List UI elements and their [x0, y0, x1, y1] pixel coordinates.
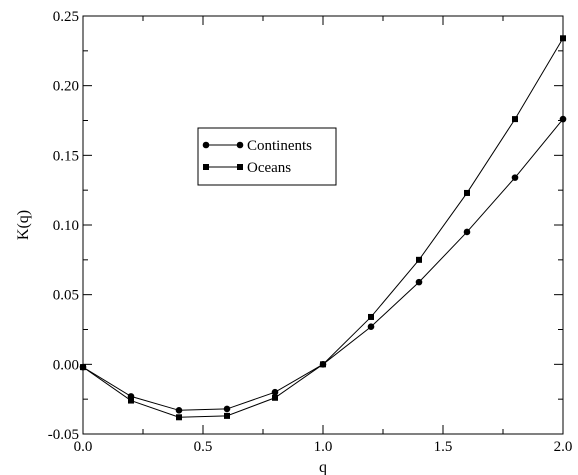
y-axis-title: K(q) — [15, 210, 32, 240]
data-point-oceans — [368, 313, 374, 320]
legend-label-oceans: Oceans — [247, 160, 291, 176]
data-point-continents — [463, 228, 471, 236]
data-point-oceans — [224, 412, 230, 419]
y-tick-label: 0.10 — [53, 218, 79, 234]
x-tick-label: 1.0 — [314, 439, 333, 455]
y-tick-label: 0.20 — [53, 79, 79, 95]
data-point-continents — [271, 388, 279, 396]
legend-box — [197, 127, 337, 186]
y-tick-label: 0.25 — [53, 9, 79, 25]
data-point-oceans — [464, 189, 470, 196]
data-point-oceans — [512, 116, 518, 123]
data-point-oceans — [176, 414, 182, 421]
data-point-oceans — [416, 256, 422, 263]
legend-marker-continents-end — [236, 141, 244, 149]
legend: Continents Oceans — [197, 127, 337, 186]
plot-frame — [82, 15, 564, 435]
data-point-continents — [367, 323, 375, 331]
legend-marker-oceans-end — [237, 164, 243, 170]
data-point-oceans — [320, 361, 326, 368]
legend-label-continents: Continents — [247, 138, 312, 154]
data-point-continents — [175, 407, 183, 414]
x-tick-label: 0.5 — [194, 439, 213, 455]
y-tick-label: 0.15 — [53, 148, 79, 164]
series-line-oceans — [82, 38, 564, 418]
data-point-oceans — [128, 397, 134, 404]
data-point-oceans — [560, 35, 566, 42]
data-point-continents — [511, 174, 519, 181]
legend-marker-continents — [202, 141, 210, 149]
data-point-continents — [415, 278, 423, 286]
x-axis-title: q — [319, 459, 327, 475]
data-point-continents — [223, 405, 231, 413]
legend-marker-oceans — [203, 164, 209, 170]
y-tick-label: -0.05 — [48, 427, 79, 443]
x-tick-label: 0.0 — [74, 439, 93, 455]
data-point-oceans — [80, 364, 86, 371]
y-tick-label: 0.05 — [53, 288, 79, 304]
y-tick-label: 0.00 — [53, 357, 79, 373]
data-point-oceans — [272, 394, 278, 401]
x-tick-label: 2.0 — [554, 439, 573, 455]
data-point-continents — [559, 115, 567, 123]
x-tick-label: 1.5 — [434, 439, 453, 455]
